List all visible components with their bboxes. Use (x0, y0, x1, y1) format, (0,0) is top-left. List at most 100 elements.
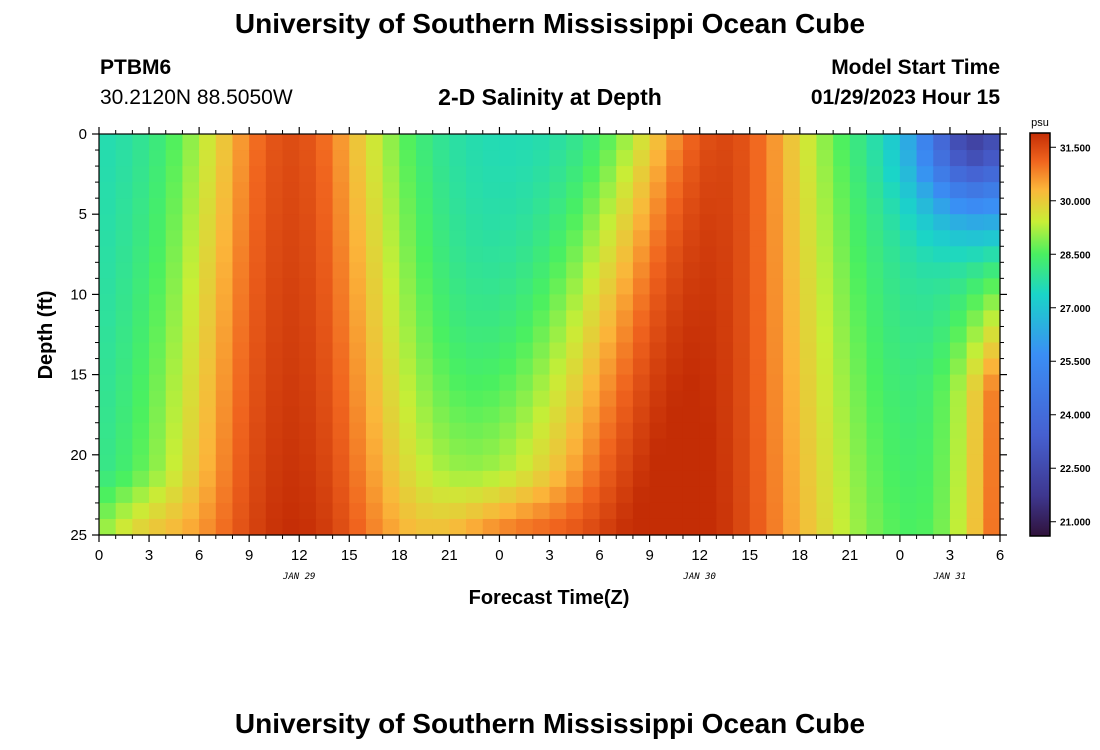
heatmap-cell (466, 470, 484, 488)
heatmap-cell (916, 166, 934, 183)
heatmap-cell (716, 374, 734, 392)
heatmap-cell (616, 230, 634, 247)
heatmap-cell (432, 454, 450, 472)
heatmap-cell (399, 406, 417, 424)
y-tick-label: 20 (70, 447, 87, 464)
heatmap-cell (516, 406, 534, 424)
heatmap-cell (315, 358, 334, 376)
heatmap-cell (416, 374, 434, 392)
heatmap-cell (799, 518, 818, 536)
heatmap-cell (949, 150, 968, 167)
heatmap-cell (532, 390, 551, 408)
heatmap-cell (416, 166, 434, 183)
heatmap-cell (182, 278, 200, 295)
heatmap-cell (499, 294, 517, 312)
heatmap-cell (249, 246, 267, 263)
heatmap-cell (132, 262, 150, 279)
heatmap-cell (983, 294, 1001, 312)
heatmap-cell (783, 182, 801, 199)
heatmap-cell (766, 246, 784, 263)
heatmap-cell (499, 470, 517, 488)
heatmap-cell (682, 214, 701, 231)
heatmap-cell (182, 198, 200, 215)
heatmap-cell (632, 470, 651, 488)
heatmap-cell (532, 246, 551, 263)
heatmap-cell (232, 454, 250, 472)
heatmap-cell (733, 406, 751, 424)
heatmap-cell (682, 406, 701, 424)
heatmap-cell (582, 342, 601, 360)
heatmap-cell (215, 262, 234, 279)
heatmap-cell (215, 486, 234, 504)
heatmap-cell (399, 134, 417, 151)
heatmap-cell (516, 502, 534, 520)
heatmap-cell (349, 454, 367, 472)
heatmap-cell (666, 518, 684, 536)
heatmap-cell (149, 150, 167, 167)
heatmap-cell (365, 214, 384, 231)
heatmap-cell (299, 150, 317, 167)
heatmap-cell (799, 230, 818, 247)
heatmap-cell (282, 278, 300, 295)
heatmap-cell (549, 486, 567, 504)
heatmap-cell (215, 406, 234, 424)
heatmap-cell (315, 150, 334, 167)
x-tick-label: 6 (195, 547, 203, 564)
heatmap-cell (265, 310, 284, 328)
heatmap-cell (282, 374, 300, 392)
heatmap-cell (165, 342, 184, 360)
heatmap-cell (449, 310, 467, 328)
heatmap-cell (916, 518, 934, 536)
heatmap-cell (799, 422, 818, 440)
heatmap-cell (482, 198, 501, 215)
heatmap-cell (849, 294, 868, 312)
heatmap-cell (816, 166, 834, 183)
heatmap-cell (799, 310, 818, 328)
heatmap-cell (349, 486, 367, 504)
heatmap-cell (699, 310, 717, 328)
heatmap-cell (632, 438, 651, 456)
heatmap-cell (866, 150, 884, 167)
heatmap-cell (983, 342, 1001, 360)
heatmap-cell (883, 358, 901, 376)
heatmap-cell (199, 134, 217, 151)
heatmap-cell (549, 310, 567, 328)
heatmap-cell (883, 342, 901, 360)
heatmap-cell (99, 134, 117, 151)
heatmap-cell (149, 518, 167, 536)
heatmap-cell (182, 358, 200, 376)
heatmap-cell (532, 294, 551, 312)
heatmap-cell (733, 326, 751, 344)
heatmap-cell (449, 406, 467, 424)
heatmap-cell (349, 134, 367, 151)
heatmap-cell (816, 134, 834, 151)
heatmap-cell (132, 518, 150, 536)
heatmap-cell (165, 230, 184, 247)
heatmap-cell (649, 198, 667, 215)
heatmap-cell (849, 182, 868, 199)
heatmap-cell (449, 486, 467, 504)
heatmap-cell (649, 150, 667, 167)
heatmap-cell (115, 278, 133, 295)
heatmap-cell (883, 134, 901, 151)
heatmap-cell (833, 166, 851, 183)
heatmap-cell (549, 438, 567, 456)
heatmap-cell (883, 518, 901, 536)
heatmap-cell (682, 310, 701, 328)
heatmap-cell (432, 358, 450, 376)
heatmap-cell (365, 294, 384, 312)
heatmap-cell (549, 470, 567, 488)
heatmap-cell (516, 278, 534, 295)
heatmap-cell (632, 406, 651, 424)
heatmap-cell (733, 486, 751, 504)
heatmap-cell (299, 134, 317, 151)
heatmap-cell (449, 390, 467, 408)
heatmap-cell (516, 454, 534, 472)
heatmap-cell (899, 214, 918, 231)
heatmap-cell (916, 390, 934, 408)
heatmap-cell (149, 294, 167, 312)
heatmap-cell (799, 470, 818, 488)
heatmap-cell (215, 198, 234, 215)
heatmap-cell (399, 150, 417, 167)
model-start-label: Model Start Time (831, 56, 1000, 79)
